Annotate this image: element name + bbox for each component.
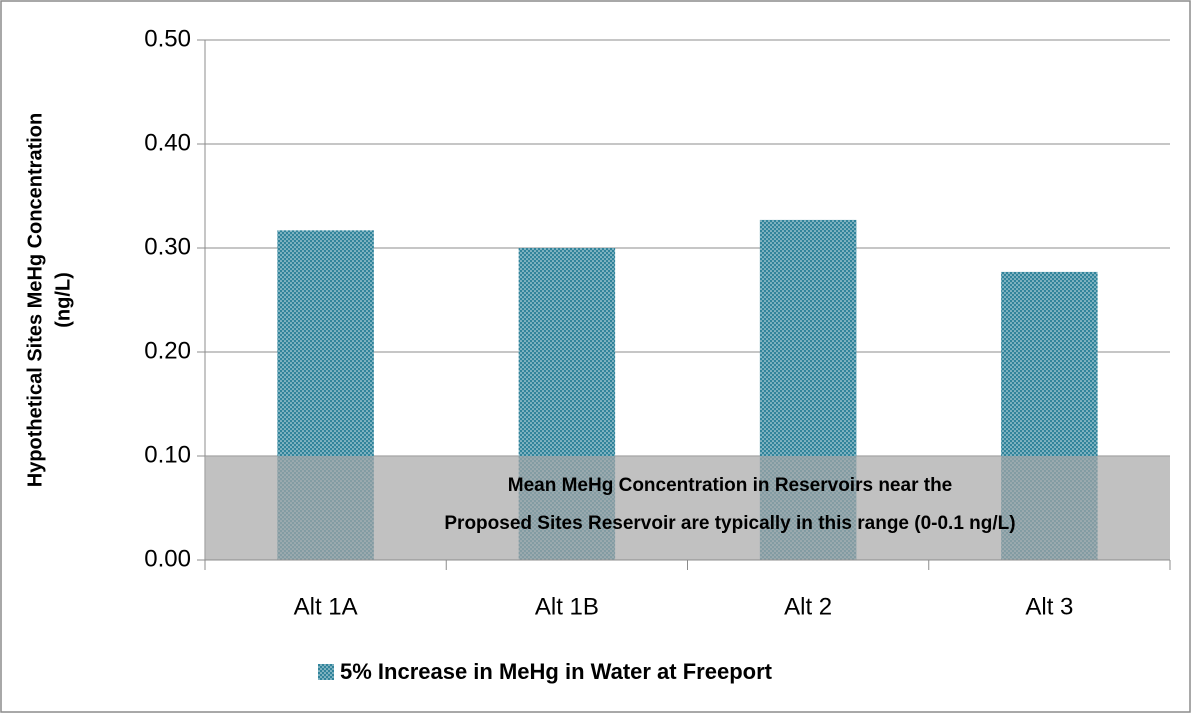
band-annotation: Proposed Sites Reservoir are typically i… [444,513,1015,534]
y-axis-label: Hypothetical Sites MeHg Concentration [24,113,46,488]
legend-label: 5% Increase in MeHg in Water at Freeport [340,659,773,684]
x-tick-label: Alt 2 [784,593,832,620]
band-annotation: Mean MeHg Concentration in Reservoirs ne… [508,475,953,496]
x-tick-label: Alt 1B [535,593,599,620]
x-tick-label: Alt 1A [294,593,358,620]
y-tick-label: 0.10 [144,441,191,468]
legend-item: 5% Increase in MeHg in Water at Freeport [318,659,773,684]
y-tick-label: 0.00 [144,545,191,572]
y-tick-label: 0.40 [144,129,191,156]
legend-swatch [318,664,334,680]
y-axis-label: (ng/L) [52,272,74,328]
x-tick-label: Alt 3 [1025,593,1073,620]
y-tick-label: 0.30 [144,233,191,260]
range-band [205,456,1170,560]
y-tick-label: 0.20 [144,337,191,364]
y-tick-label: 0.50 [144,25,191,52]
